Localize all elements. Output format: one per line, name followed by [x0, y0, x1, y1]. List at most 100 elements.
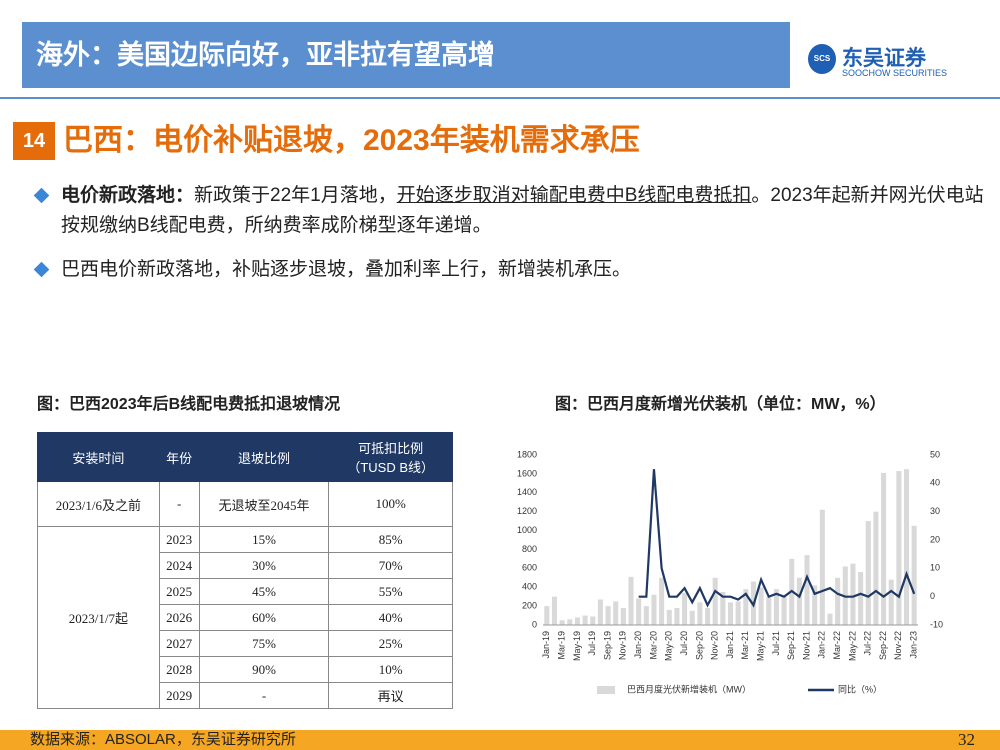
bullet-text: 新政策于22年1月落地，: [194, 185, 397, 206]
bar: [850, 563, 856, 625]
bar: [727, 602, 734, 625]
cell: 2023/1/7起: [37, 526, 160, 709]
bar: [758, 587, 764, 625]
y2-tick-label: 40: [930, 478, 940, 488]
header-cell: 安装时间: [37, 432, 160, 482]
x-tick-label: Mar-20: [648, 631, 658, 660]
bullet-text: 。2023年起新并网光伏电站按规缴纳B线配电费，所纳费率成阶梯型逐年递增。: [61, 185, 984, 236]
bar: [605, 606, 611, 625]
cell: 2028: [158, 656, 200, 683]
bar: [896, 471, 902, 625]
cell: 2023: [158, 526, 200, 553]
cell: 55%: [328, 578, 453, 605]
bullet-text: 巴西电价新政落地，补贴逐步退坡，叠加利率上行，新增装机承压。: [61, 259, 632, 280]
table: 安装时间 年份 退坡比例 可抵扣比例 （TUSD B线） 2023/1/6及之前 - 无退坡…: [37, 432, 453, 709]
divider: [0, 97, 1000, 99]
bar: [559, 620, 565, 625]
y2-tick-label: 30: [930, 506, 940, 516]
row: 2026 60% 40%: [38, 604, 453, 631]
bar: [651, 594, 657, 625]
x-tick-label: Nov-22: [893, 631, 903, 660]
x-tick-label: Mar-22: [832, 631, 842, 660]
cell: 2029: [158, 682, 200, 709]
bar: [597, 599, 603, 625]
row: 2023/1/6及之前 - 无退坡至2045年 100%: [37, 481, 453, 527]
cell: 2024: [158, 552, 200, 579]
bar: [888, 579, 894, 625]
logo: 东吴证券: [842, 47, 926, 70]
x-tick-label: Jul-20: [679, 631, 689, 656]
header-cell: 年份: [158, 432, 200, 482]
bar: [766, 596, 772, 625]
header-cell: 退坡比例: [198, 432, 330, 482]
bar: [659, 577, 665, 625]
bar: [705, 608, 711, 625]
row: 2027 75% 25%: [38, 630, 453, 657]
y-tick-label: 1600: [517, 468, 537, 478]
x-tick-label: Jul-21: [771, 631, 781, 656]
x-tick-label: Sep-22: [878, 631, 888, 660]
bar: [804, 555, 810, 625]
bullet: 巴西电价新政落地，补贴逐步退坡，叠加利率上行，新增装机承压。: [36, 255, 996, 285]
x-tick-label: May-20: [664, 631, 674, 661]
cell: 45%: [198, 578, 330, 605]
x-tick-label: Jul-22: [863, 631, 873, 656]
bullet-text: 电价新政落地：: [61, 185, 195, 206]
bar: [674, 608, 680, 625]
x-tick-label: May-22: [847, 631, 857, 661]
cell: 再议: [328, 682, 453, 709]
x-tick-label: May-19: [572, 631, 582, 661]
bar: [636, 598, 642, 625]
x-tick-label: Nov-20: [710, 631, 720, 660]
legend-label: 巴西月度光伏新增装机（MW）: [627, 683, 751, 694]
row: 2028 90% 10%: [38, 656, 453, 683]
bar: [682, 592, 688, 625]
cell: 2023/1/6及之前: [37, 481, 160, 527]
y2-tick-label: 0: [930, 591, 935, 601]
cell: 90%: [198, 656, 330, 683]
section-title: 巴西：电价补贴退坡，2023年装机需求承压: [63, 124, 640, 157]
bar: [643, 606, 649, 625]
y2-tick-label: 20: [930, 534, 940, 544]
bar: [666, 609, 672, 625]
y2-tick-label: 10: [930, 563, 940, 573]
cell: 无退坡至2045年: [198, 481, 330, 527]
x-tick-label: Jan-19: [541, 631, 551, 659]
cell: 30%: [198, 552, 330, 579]
logo-mark: SCS: [808, 44, 836, 74]
row: 2029- 再议: [38, 682, 453, 709]
y-tick-label: 400: [522, 582, 537, 592]
bullet: 电价新政落地：新政策于22年1月落地，开始逐步取消对输配电费中B线配电费抵扣。2…: [36, 181, 996, 241]
bar: [689, 610, 695, 625]
y-tick-label: 600: [522, 563, 537, 573]
bar: [773, 589, 779, 625]
legend-label: 同比（%）: [838, 683, 882, 694]
bar: [903, 469, 910, 625]
bar: [812, 585, 818, 625]
source: 数据来源：ABSOLAR，东吴证券研究所: [30, 731, 296, 748]
bar: [551, 596, 558, 625]
bar: [582, 615, 588, 625]
x-tick-label: May-21: [755, 631, 765, 661]
row: 2023/1/7起 2023 15% 85%: [37, 526, 453, 709]
bar: [712, 577, 718, 625]
y-tick-label: 1800: [517, 449, 537, 459]
bar: [827, 613, 833, 625]
cell: 100%: [328, 481, 453, 527]
y-tick-label: 0: [532, 619, 537, 629]
x-tick-label: Jan-22: [817, 631, 827, 659]
bar: [628, 576, 634, 625]
legend-swatch: [597, 686, 615, 694]
y-tick-label: 1400: [517, 487, 537, 497]
header-title: 海外：美国边际向好，亚非拉有望高增: [36, 40, 495, 70]
bar: [865, 521, 871, 625]
cell: 85%: [328, 526, 453, 553]
bar: [835, 577, 841, 625]
bar: [873, 511, 879, 625]
x-tick-label: Sep-20: [694, 631, 704, 660]
cell: 2025: [158, 578, 200, 605]
header-cell: 可抵扣比例 （TUSD B线）: [328, 432, 453, 482]
bar: [796, 577, 802, 625]
cell: 40%: [328, 604, 453, 631]
cell: 60%: [198, 604, 330, 631]
